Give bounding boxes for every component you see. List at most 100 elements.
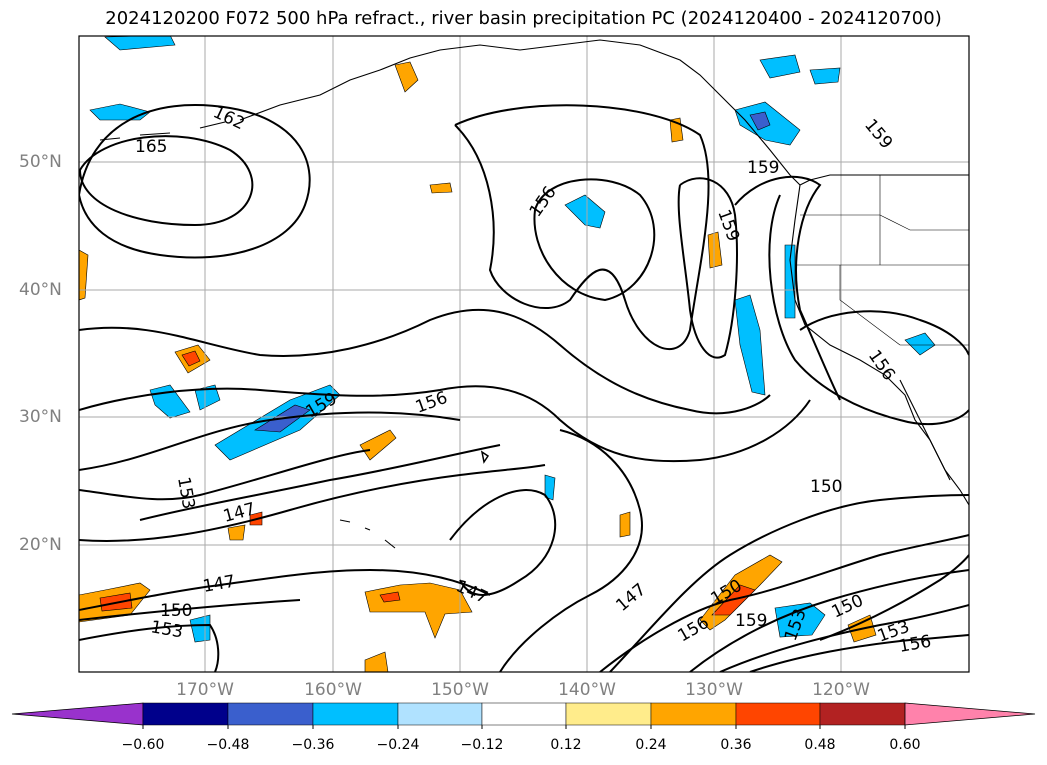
contour-153-jet <box>79 411 461 471</box>
neg-area-hawaii-east <box>544 474 556 501</box>
contour-147-east <box>499 429 643 672</box>
pos-area-jet <box>359 429 397 461</box>
baja <box>899 379 951 481</box>
contour-156-north <box>454 104 710 350</box>
colorbar-tick-label: −0.36 <box>291 737 335 753</box>
small-closed-contour <box>480 450 490 464</box>
neg-area-sw <box>904 332 936 356</box>
colorbar-tick-label: 0.36 <box>720 737 752 753</box>
colorbar-tick-label: 0.48 <box>804 737 836 753</box>
lat-label-50n: 50°N <box>19 152 62 172</box>
state-borders <box>795 175 969 346</box>
lon-label-170w: 170°W <box>176 680 234 700</box>
contour-label: 150 <box>810 477 842 497</box>
lon-label-160w: 160°W <box>304 680 362 700</box>
contour-153-east-2 <box>689 569 969 672</box>
neg-area-subtrop-2 <box>194 384 221 411</box>
neg-area-pnw-2 <box>759 54 801 79</box>
neg-area-gulf <box>564 194 606 229</box>
colorbar-extend-low <box>11 702 144 726</box>
contour-156-low <box>533 178 656 302</box>
contour-label: 150 <box>829 591 867 623</box>
pos-area-small-2 <box>619 511 631 538</box>
pos-area-gulf <box>707 231 723 269</box>
colorbar-segment <box>481 702 567 726</box>
colorbar-segment <box>227 702 314 726</box>
contour-159-ridge <box>734 175 841 401</box>
pos-area-west-edge <box>79 249 89 301</box>
contour-165 <box>79 135 254 227</box>
map-title: 2024120200 F072 500 hPa refract., river … <box>105 8 942 29</box>
contour-label: 153 <box>173 475 198 510</box>
contour-147-south <box>79 568 491 611</box>
contour-153-east <box>799 310 969 356</box>
colorbar-segment <box>142 702 229 726</box>
contour-147-jet <box>139 444 501 521</box>
alaska-coast <box>239 39 801 186</box>
neg-area-nw-2 <box>89 103 151 121</box>
contour-label: 159 <box>860 115 896 153</box>
contour-162 <box>79 104 311 259</box>
contour-label: 156 <box>526 183 561 221</box>
contour-label: 156 <box>897 632 932 657</box>
neg-area-south-2 <box>774 602 826 638</box>
colorbar-segment <box>312 702 399 726</box>
contour-150-east <box>609 494 969 672</box>
contour-label: 159 <box>747 158 779 178</box>
contour-labels: 165 162 156 159 159 159 156 156 159 153 … <box>135 102 933 657</box>
contour-label: 165 <box>135 137 167 157</box>
hawaii <box>339 519 396 549</box>
coastlines <box>99 39 969 549</box>
colorbar-tick-label: −0.48 <box>206 737 250 753</box>
map-frame <box>78 35 970 673</box>
lat-label-40n: 40°N <box>19 280 62 300</box>
colorbar-extend-high <box>904 702 1036 726</box>
contour-label: 147 <box>201 572 236 597</box>
lon-label-140w: 140°W <box>558 680 616 700</box>
contour-150-jet <box>79 464 546 542</box>
contour-153-south <box>79 623 220 672</box>
contour-159-center <box>677 177 738 359</box>
contour-150-se <box>819 554 969 641</box>
neg-area-nw-1 <box>104 36 176 51</box>
colorbar-tick-label: −0.12 <box>460 737 504 753</box>
colorbar-tick-label: −0.60 <box>121 737 165 753</box>
neg-area-south-1 <box>189 614 211 643</box>
neg-area-pnw-core <box>749 111 771 131</box>
lat-label-20n: 20°N <box>19 535 62 555</box>
contour-156-east <box>768 194 969 426</box>
colorbar-segment <box>397 702 483 726</box>
colorbar-tick-label: 0.12 <box>550 737 582 753</box>
colorbar-tick-label: 0.60 <box>889 737 921 753</box>
pos-area-subtrop-1-core <box>181 350 201 367</box>
lon-label-130w: 130°W <box>685 680 743 700</box>
pos-area-pnw-1 <box>394 61 419 93</box>
contour-label: 162 <box>210 102 248 134</box>
lon-label-120w: 120°W <box>812 680 870 700</box>
contour-label: 153 <box>149 617 184 642</box>
contour-156-central <box>79 308 771 415</box>
pos-area-lowlat <box>364 651 389 672</box>
colorbar-segment <box>565 702 652 726</box>
pos-area-small-4 <box>227 524 246 541</box>
colorbar <box>11 702 1036 729</box>
graticule <box>79 36 969 672</box>
contour-147-trough <box>449 489 557 596</box>
contour-159-east-2 <box>749 634 969 672</box>
contour-153-loop <box>79 449 371 501</box>
contour-150-south <box>79 599 301 621</box>
contour-label: 159 <box>735 611 767 631</box>
canada-coast <box>799 174 969 186</box>
colorbar-segment <box>819 702 906 726</box>
colorbar-segment <box>735 702 821 726</box>
contour-147-south-east <box>599 534 969 672</box>
height-contours <box>79 104 969 672</box>
pos-area-small-1 <box>429 182 453 194</box>
colorbar-tick-label: 0.24 <box>635 737 667 753</box>
neg-area-pnw-3 <box>809 67 841 85</box>
neg-area-california <box>734 294 766 396</box>
contour-label: 147 <box>612 580 650 616</box>
contour-156-east-2 <box>719 604 969 672</box>
pos-area-south-2-core <box>379 591 401 603</box>
